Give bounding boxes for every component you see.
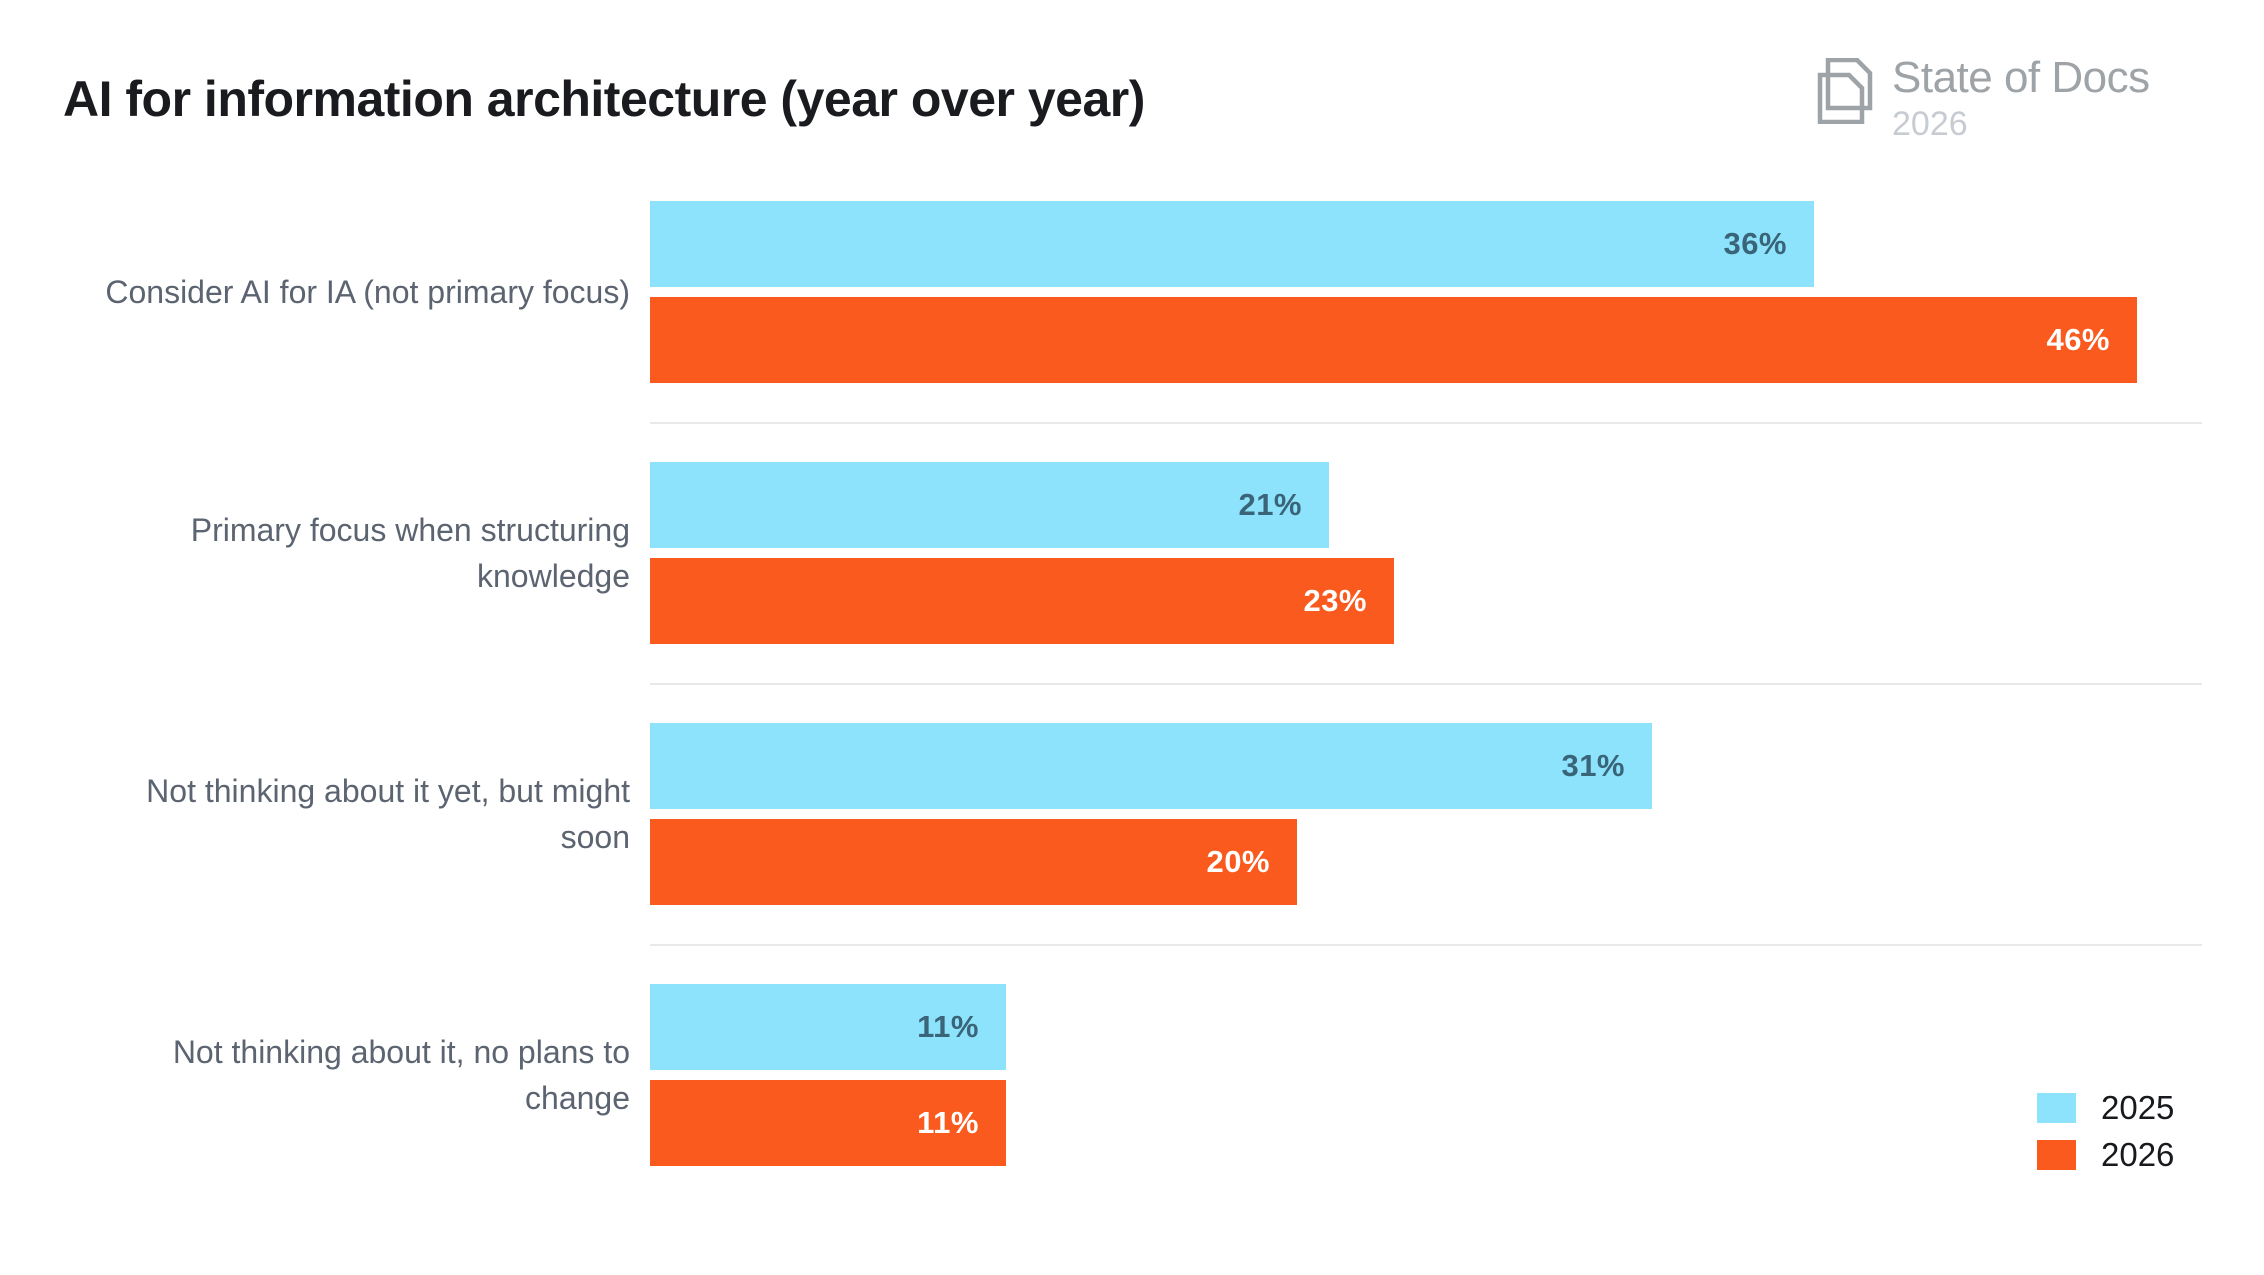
bar-2025: 11% — [650, 984, 1006, 1070]
page-title: AI for information architecture (year ov… — [63, 71, 1145, 127]
value-label: 23% — [1303, 583, 1367, 618]
row-separator — [650, 683, 2202, 685]
row-separator — [650, 422, 2202, 424]
value-label: 21% — [1238, 487, 1302, 522]
value-label: 20% — [1206, 844, 1270, 879]
legend: 2025 2026 — [2037, 1089, 2175, 1187]
legend-label-2026: 2026 — [2101, 1136, 2175, 1173]
value-label: 11% — [917, 1105, 979, 1140]
legend-item-2026: 2026 — [2037, 1136, 2175, 1173]
category-label-text: Consider AI for IA (not primary focus) — [105, 274, 630, 310]
value-label: 36% — [1723, 226, 1787, 261]
documents-icon — [1817, 58, 1873, 124]
bar-2026: 11% — [650, 1080, 1006, 1166]
category-label: Primary focus when structuring knowledge — [0, 462, 630, 644]
value-label: 11% — [917, 1009, 979, 1044]
category-label-text: Not thinking about it, no plans to change — [172, 1034, 630, 1116]
legend-label-2025: 2025 — [2101, 1089, 2175, 1126]
bar-2025: 36% — [650, 201, 1814, 287]
bar-2026: 23% — [650, 558, 1394, 644]
category-label: Not thinking about it yet, but might soon — [0, 723, 630, 905]
category-label: Not thinking about it, no plans to change — [0, 984, 630, 1166]
bar-2025: 31% — [650, 723, 1652, 809]
value-label: 31% — [1561, 748, 1625, 783]
bar-2025: 21% — [650, 462, 1329, 548]
legend-swatch-2026 — [2037, 1140, 2076, 1170]
row-separator — [650, 944, 2202, 946]
legend-item-2025: 2025 — [2037, 1089, 2175, 1126]
value-label: 46% — [2046, 322, 2110, 357]
legend-swatch-2025 — [2037, 1093, 2076, 1123]
bar-2026: 46% — [650, 297, 2137, 383]
logo-year: 2026 — [1892, 105, 1968, 143]
category-label-text: Not thinking about it yet, but might soon — [146, 773, 630, 855]
logo-text: State of Docs 2026 — [1892, 53, 2150, 143]
category-label-text: Primary focus when structuring knowledge — [190, 512, 630, 594]
bar-2026: 20% — [650, 819, 1297, 905]
category-label: Consider AI for IA (not primary focus) — [0, 201, 630, 383]
logo-name: State of Docs — [1892, 53, 2150, 102]
state-of-docs-logo: State of Docs 2026 — [1816, 54, 2150, 142]
